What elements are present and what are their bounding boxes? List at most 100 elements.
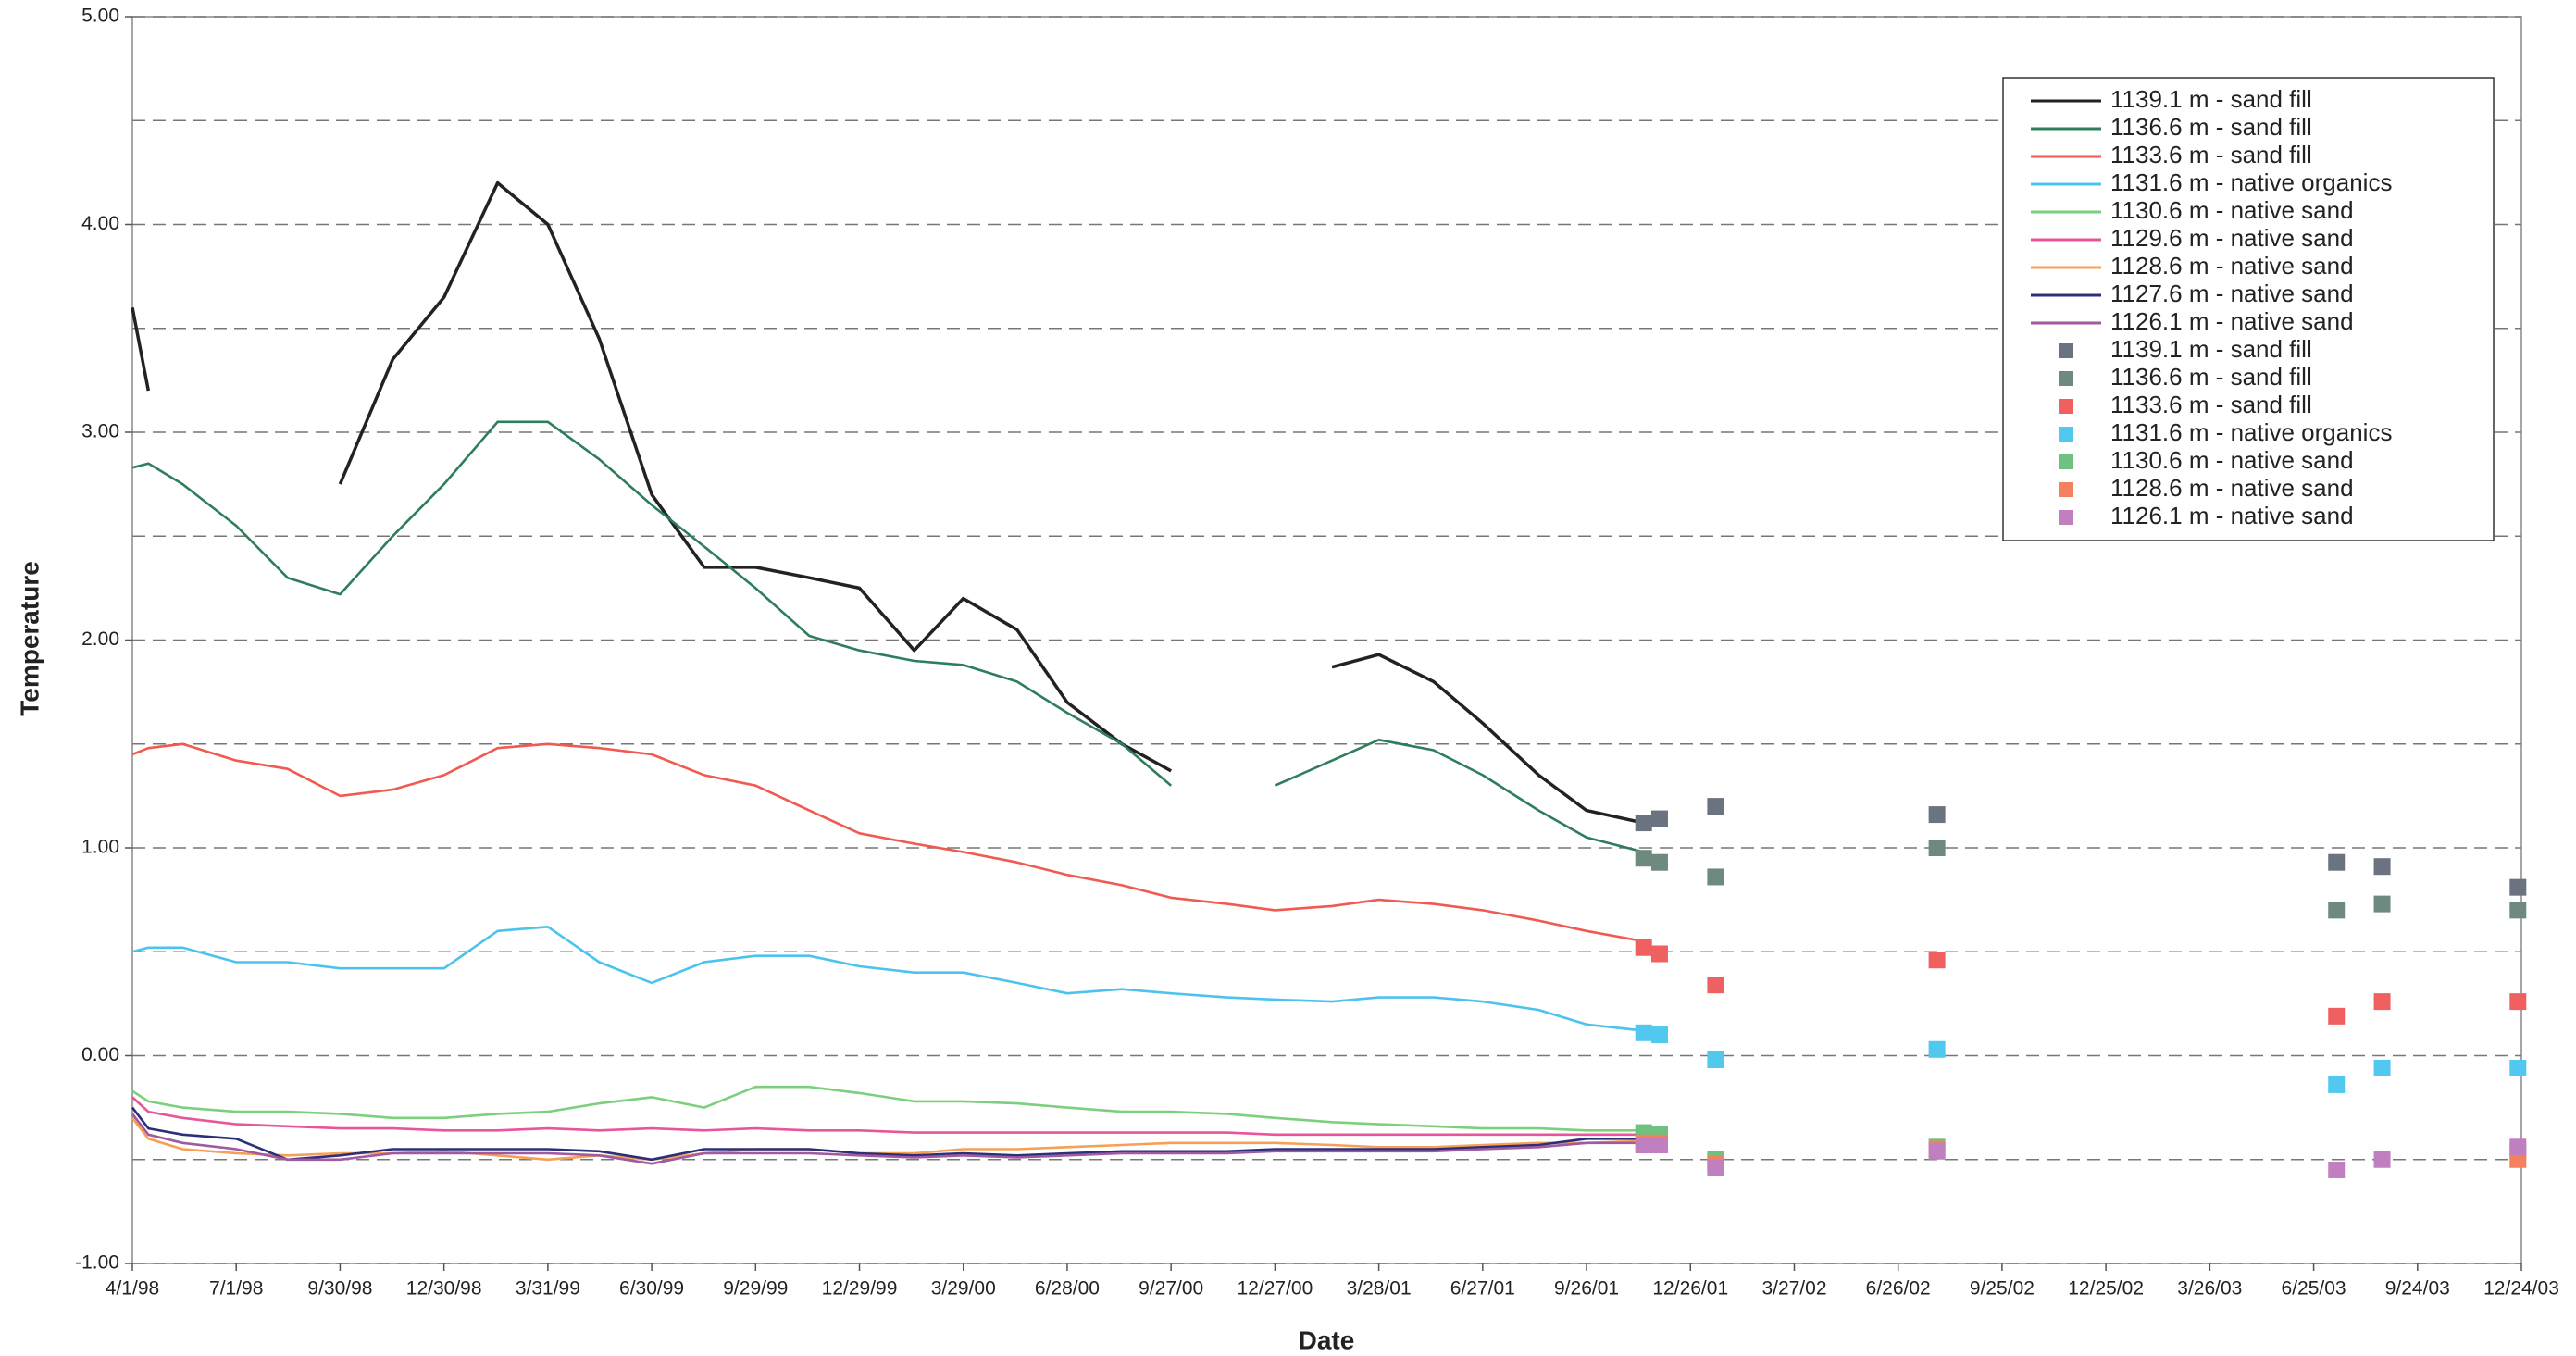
- x-tick-label: 12/29/99: [822, 1278, 898, 1300]
- x-axis-title: Date: [1299, 1325, 1355, 1354]
- marker: [2509, 902, 2527, 919]
- legend-label: 1126.1 m - native sand: [2110, 502, 2354, 529]
- legend-label: 1126.1 m - native sand: [2110, 307, 2354, 335]
- x-tick-label: 6/30/99: [619, 1278, 684, 1300]
- x-tick-label: 9/27/00: [1139, 1278, 1203, 1300]
- legend-marker: [2059, 427, 2073, 442]
- legend-label: 1139.1 m - sand fill: [2110, 335, 2312, 363]
- marker: [2373, 1151, 2391, 1168]
- marker: [2328, 853, 2346, 871]
- legend-label: 1133.6 m - sand fill: [2110, 391, 2312, 418]
- y-tick-label: 0.00: [81, 1044, 119, 1065]
- marker: [1635, 815, 1652, 832]
- marker: [1707, 977, 1724, 994]
- marker: [2509, 1138, 2527, 1156]
- y-axis-title: Temperature: [15, 561, 44, 716]
- marker: [2373, 1059, 2391, 1076]
- legend-marker: [2059, 399, 2073, 414]
- x-tick-label: 12/24/03: [2483, 1278, 2559, 1300]
- x-tick-label: 3/31/99: [516, 1278, 580, 1300]
- x-tick-label: 12/26/01: [1652, 1278, 1728, 1300]
- legend-label: 1129.6 m - native sand: [2110, 224, 2354, 252]
- marker: [2373, 993, 2391, 1011]
- legend-label: 1130.6 m - native sand: [2110, 446, 2354, 474]
- y-tick-label: 5.00: [81, 6, 119, 27]
- x-tick-label: 7/1/98: [209, 1278, 263, 1300]
- series-line: [131, 1085, 1644, 1132]
- marker: [1928, 952, 1946, 969]
- marker: [2328, 1076, 2346, 1093]
- x-tick-label: 6/25/03: [2282, 1278, 2346, 1300]
- marker: [1635, 1024, 1652, 1041]
- x-tick-label: 9/24/03: [2385, 1278, 2450, 1300]
- x-tick-label: 3/28/01: [1347, 1278, 1412, 1300]
- marker: [2509, 878, 2527, 896]
- marker: [1635, 1137, 1652, 1154]
- legend-label: 1128.6 m - native sand: [2110, 474, 2354, 502]
- marker: [2509, 1059, 2527, 1076]
- series-line: [131, 926, 1644, 1032]
- legend-marker: [2059, 371, 2073, 386]
- series-line: [131, 742, 1644, 943]
- marker: [2328, 902, 2346, 919]
- marker: [1707, 1159, 1724, 1176]
- x-tick-label: 9/30/98: [307, 1278, 372, 1300]
- legend-box: [2002, 77, 2495, 541]
- x-tick-label: 4/1/98: [106, 1278, 159, 1300]
- marker: [1928, 840, 1946, 856]
- legend-label: 1131.6 m - native organics: [2110, 418, 2392, 446]
- x-tick-label: 12/25/02: [2068, 1278, 2144, 1300]
- marker: [1928, 1040, 1946, 1058]
- y-tick-label: 4.00: [81, 213, 119, 234]
- series-line: [131, 420, 1645, 853]
- legend-label: 1136.6 m - sand fill: [2110, 363, 2312, 391]
- x-tick-label: 6/26/02: [1866, 1278, 1931, 1300]
- y-tick-label: -1.00: [75, 1252, 119, 1274]
- series-line: [131, 1113, 1644, 1165]
- y-tick-label: 1.00: [81, 837, 119, 858]
- x-tick-label: 12/27/00: [1238, 1278, 1313, 1300]
- legend-marker: [2059, 482, 2073, 497]
- marker: [1707, 798, 1724, 815]
- x-tick-label: 9/26/01: [1554, 1278, 1619, 1300]
- legend-marker: [2059, 510, 2073, 525]
- marker: [1650, 1026, 1668, 1044]
- marker: [1635, 939, 1652, 956]
- legend-label: 1130.6 m - native sand: [2110, 196, 2354, 224]
- legend-label: 1128.6 m - native sand: [2110, 252, 2354, 280]
- legend-marker: [2059, 454, 2073, 469]
- x-tick-label: 9/29/99: [723, 1278, 788, 1300]
- legend-label: 1139.1 m - sand fill: [2110, 85, 2312, 113]
- x-tick-label: 3/27/02: [1761, 1278, 1826, 1300]
- marker: [1928, 806, 1946, 824]
- legend-marker: [2059, 343, 2073, 358]
- x-tick-label: 3/29/00: [931, 1278, 996, 1300]
- x-tick-label: 12/30/98: [406, 1278, 482, 1300]
- y-tick-label: 2.00: [81, 628, 119, 650]
- series-line: [131, 1096, 1644, 1137]
- series-line: [131, 180, 1645, 825]
- legend-label: 1136.6 m - sand fill: [2110, 113, 2312, 141]
- series-line: [131, 1106, 1644, 1162]
- marker: [2328, 1161, 2346, 1178]
- marker: [2328, 1007, 2346, 1025]
- legend-label: 1133.6 m - sand fill: [2110, 141, 2312, 168]
- legend-label: 1127.6 m - native sand: [2110, 280, 2354, 307]
- marker: [1928, 1142, 1946, 1160]
- x-tick-label: 6/27/01: [1450, 1278, 1515, 1300]
- y-tick-label: 3.00: [81, 421, 119, 442]
- marker: [2373, 895, 2391, 913]
- marker: [1650, 1137, 1668, 1154]
- legend-label: 1131.6 m - native organics: [2110, 168, 2392, 196]
- marker: [2373, 858, 2391, 876]
- x-tick-label: 3/26/03: [2177, 1278, 2242, 1300]
- marker: [1635, 850, 1652, 867]
- x-tick-label: 9/25/02: [1970, 1278, 2035, 1300]
- marker: [2509, 993, 2527, 1011]
- x-tick-label: 6/28/00: [1035, 1278, 1100, 1300]
- marker: [1650, 810, 1668, 827]
- marker: [1650, 945, 1668, 963]
- marker: [1707, 868, 1724, 886]
